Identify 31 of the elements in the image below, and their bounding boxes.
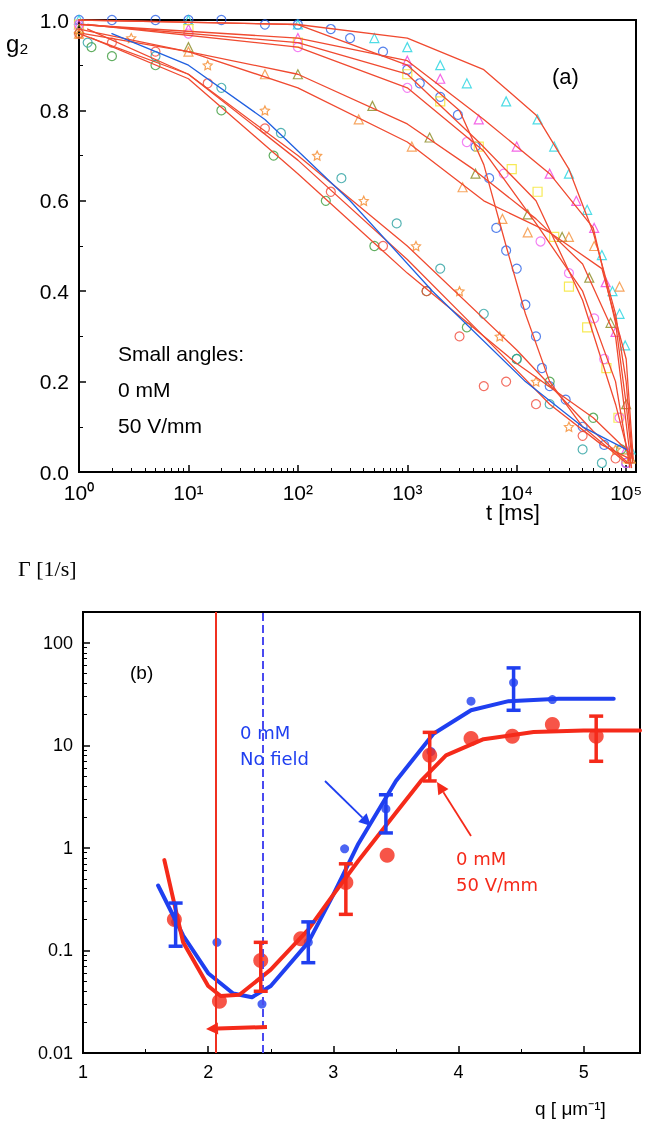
text: 0 mM 50 V/mm [456, 847, 539, 898]
x-tick-label: 2 [203, 1062, 214, 1082]
x-tick-label: 10¹ [173, 481, 204, 504]
x-tick-label: 4 [453, 1062, 464, 1082]
y-tick-label: 1 [62, 837, 73, 858]
y-tick-label: 0.8 [39, 98, 69, 122]
y-tick-label: 100 [42, 632, 73, 653]
y-tick-label: 0.0 [39, 460, 69, 484]
x-tick-label: 10⁵ [610, 481, 643, 504]
annotation: 50 V/mm [118, 414, 203, 439]
y-axis-title: Γ [1/s] [18, 556, 77, 582]
x-tick-label: 10³ [392, 481, 423, 504]
annotation: (b) [130, 662, 154, 684]
x-axis-title: q [ μm⁻¹] [535, 1098, 606, 1120]
x-tick-label: 10⁰ [63, 481, 95, 504]
x-tick-label: 3 [328, 1062, 339, 1082]
text: 0 mM No field [240, 721, 310, 772]
annotation: (a) [552, 64, 579, 90]
y-tick-label: 0.01 [37, 1043, 73, 1063]
y-tick-label: 1.0 [39, 8, 69, 32]
y-tick-label: 0.4 [39, 279, 70, 303]
y-tick-label: 0.1 [47, 940, 73, 961]
y-axis-title: g₂ [6, 30, 29, 58]
x-tick-label: 10² [282, 481, 314, 504]
y-tick-label: 10 [52, 735, 73, 756]
x-tick-label: 1 [77, 1062, 89, 1082]
annotation: Small angles: [118, 342, 245, 367]
y-tick-label: 0.2 [39, 370, 69, 394]
annotation: 0 mM [118, 378, 171, 403]
y-tick-label: 0.6 [39, 189, 69, 213]
x-tick-label: 5 [578, 1062, 589, 1082]
